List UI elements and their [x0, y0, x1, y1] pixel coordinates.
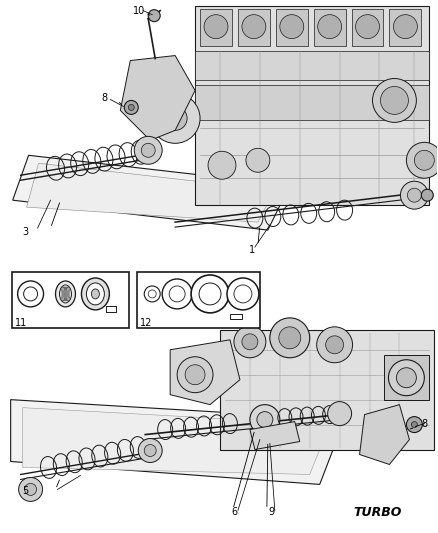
- Circle shape: [414, 150, 434, 170]
- Circle shape: [163, 107, 187, 131]
- Ellipse shape: [86, 283, 104, 305]
- Bar: [12, 272, 129, 328]
- Circle shape: [393, 15, 417, 38]
- Polygon shape: [27, 163, 275, 222]
- Polygon shape: [250, 422, 300, 449]
- Polygon shape: [220, 330, 434, 449]
- Circle shape: [138, 439, 162, 463]
- Circle shape: [144, 286, 160, 302]
- Circle shape: [128, 104, 134, 110]
- Text: 10: 10: [133, 6, 145, 15]
- Circle shape: [406, 417, 422, 433]
- Circle shape: [372, 78, 417, 123]
- Circle shape: [318, 15, 342, 38]
- Circle shape: [234, 285, 252, 303]
- Polygon shape: [23, 408, 330, 474]
- Text: TURBO: TURBO: [353, 506, 402, 519]
- Circle shape: [227, 278, 259, 310]
- Text: 3: 3: [23, 227, 29, 237]
- Polygon shape: [13, 155, 290, 230]
- Circle shape: [208, 151, 236, 179]
- Circle shape: [199, 283, 221, 305]
- Text: 9: 9: [269, 507, 275, 518]
- Bar: [230, 314, 242, 319]
- Circle shape: [177, 357, 213, 393]
- Text: 6: 6: [231, 507, 237, 518]
- Polygon shape: [385, 355, 429, 400]
- Circle shape: [234, 326, 266, 358]
- Circle shape: [19, 478, 42, 502]
- Polygon shape: [200, 9, 232, 46]
- Text: 8: 8: [421, 418, 427, 429]
- Circle shape: [169, 286, 185, 302]
- Circle shape: [148, 290, 156, 298]
- Circle shape: [124, 100, 138, 115]
- Polygon shape: [11, 400, 345, 484]
- Circle shape: [18, 281, 43, 307]
- Polygon shape: [276, 9, 308, 46]
- Circle shape: [407, 188, 421, 202]
- Polygon shape: [314, 9, 346, 46]
- Circle shape: [24, 287, 38, 301]
- Ellipse shape: [92, 289, 99, 299]
- Circle shape: [328, 402, 352, 425]
- Circle shape: [406, 142, 438, 178]
- Polygon shape: [389, 9, 421, 46]
- Circle shape: [396, 368, 417, 387]
- Polygon shape: [352, 9, 384, 46]
- Circle shape: [242, 334, 258, 350]
- Polygon shape: [195, 6, 429, 205]
- Polygon shape: [195, 51, 429, 80]
- Circle shape: [162, 279, 192, 309]
- Circle shape: [356, 15, 379, 38]
- Circle shape: [326, 336, 343, 354]
- Circle shape: [257, 411, 273, 427]
- Circle shape: [191, 275, 229, 313]
- Polygon shape: [195, 85, 429, 120]
- Polygon shape: [170, 340, 240, 405]
- Circle shape: [381, 86, 408, 115]
- Ellipse shape: [60, 285, 71, 303]
- Text: 5: 5: [23, 487, 29, 496]
- Polygon shape: [360, 405, 410, 464]
- Ellipse shape: [81, 278, 110, 310]
- Text: 11: 11: [14, 318, 27, 328]
- Circle shape: [141, 143, 155, 157]
- Polygon shape: [238, 9, 270, 46]
- Circle shape: [400, 181, 428, 209]
- Text: 1: 1: [249, 245, 255, 255]
- Circle shape: [280, 15, 304, 38]
- Circle shape: [270, 318, 310, 358]
- Polygon shape: [120, 55, 195, 140]
- Circle shape: [279, 327, 301, 349]
- Circle shape: [411, 422, 417, 427]
- Circle shape: [242, 15, 266, 38]
- Circle shape: [144, 445, 156, 456]
- Circle shape: [25, 483, 37, 495]
- Text: 12: 12: [140, 318, 152, 328]
- Circle shape: [150, 93, 200, 143]
- Circle shape: [204, 15, 228, 38]
- Circle shape: [250, 405, 280, 434]
- Circle shape: [134, 136, 162, 164]
- Circle shape: [317, 327, 353, 363]
- Text: 8: 8: [101, 93, 107, 103]
- Circle shape: [246, 148, 270, 172]
- Ellipse shape: [56, 281, 75, 307]
- Circle shape: [389, 360, 424, 395]
- Circle shape: [185, 365, 205, 385]
- Bar: [106, 306, 117, 312]
- Circle shape: [421, 189, 433, 201]
- Bar: [137, 272, 260, 328]
- Circle shape: [148, 10, 160, 22]
